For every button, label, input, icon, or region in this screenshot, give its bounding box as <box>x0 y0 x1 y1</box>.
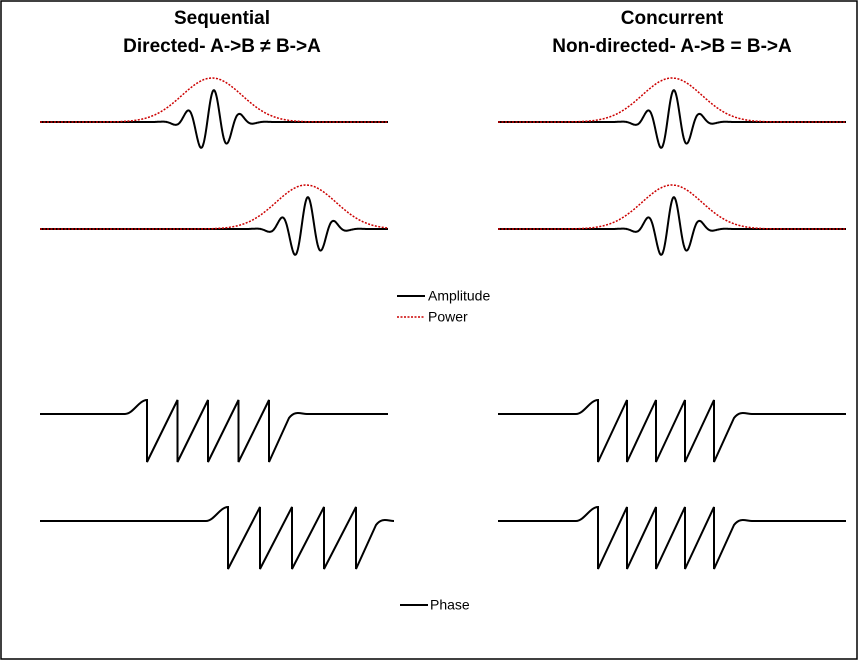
power-envelope <box>498 77 846 123</box>
power-envelope <box>40 184 389 230</box>
waves <box>40 77 846 570</box>
right-title: Concurrent <box>621 8 724 29</box>
power-envelope <box>40 77 388 123</box>
left-subtitle: Directed- A->B ≠ B->A <box>123 36 321 57</box>
left-title: Sequential <box>174 8 270 29</box>
legend-phase: Phase <box>430 597 470 613</box>
phase-wave <box>498 398 846 463</box>
phase-wave <box>498 505 846 570</box>
legend-power: Power <box>428 309 468 325</box>
phase-wave <box>40 505 395 570</box>
legend-amplitude: Amplitude <box>428 288 490 304</box>
right-subtitle: Non-directed- A->B = B->A <box>552 36 792 57</box>
power-envelope <box>498 184 846 230</box>
phase-wave <box>40 398 388 463</box>
